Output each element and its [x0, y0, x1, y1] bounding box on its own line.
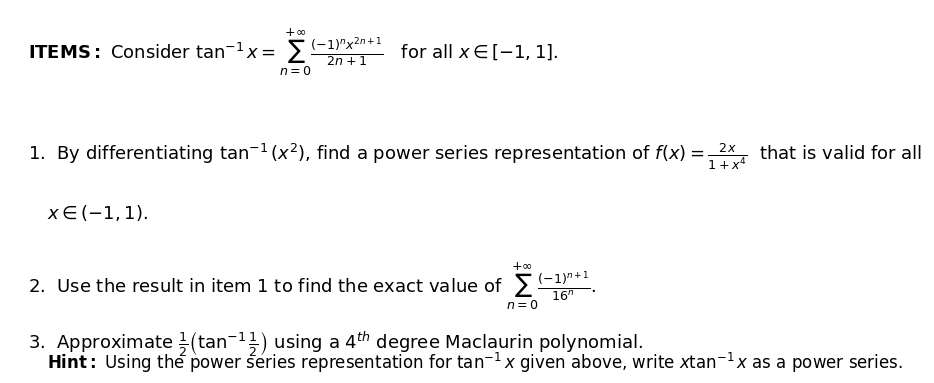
Text: 3.  Approximate $\frac{1}{2}\left(\tan^{-1}\frac{1}{2}\right)$ using a $4^{th}$ : 3. Approximate $\frac{1}{2}\left(\tan^{-…	[28, 329, 644, 358]
Text: 1.  By differentiating $\tan^{-1}(x^2)$, find a power series representation of $: 1. By differentiating $\tan^{-1}(x^2)$, …	[28, 142, 922, 172]
Text: 2.  Use the result in item 1 to find the exact value of $\sum_{n=0}^{+\infty} \f: 2. Use the result in item 1 to find the …	[28, 260, 597, 313]
Text: $\mathbf{Hint:}$ Using the power series representation for $\tan^{-1}x$ given ab: $\mathbf{Hint:}$ Using the power series …	[47, 351, 902, 375]
Text: $x \in (-1, 1)$.: $x \in (-1, 1)$.	[47, 203, 148, 223]
Text: $\mathbf{ITEMS:}$ Consider $\tan^{-1}x = \sum_{n=0}^{+\infty} \frac{(-1)^n x^{2n: $\mathbf{ITEMS:}$ Consider $\tan^{-1}x =…	[28, 27, 559, 79]
